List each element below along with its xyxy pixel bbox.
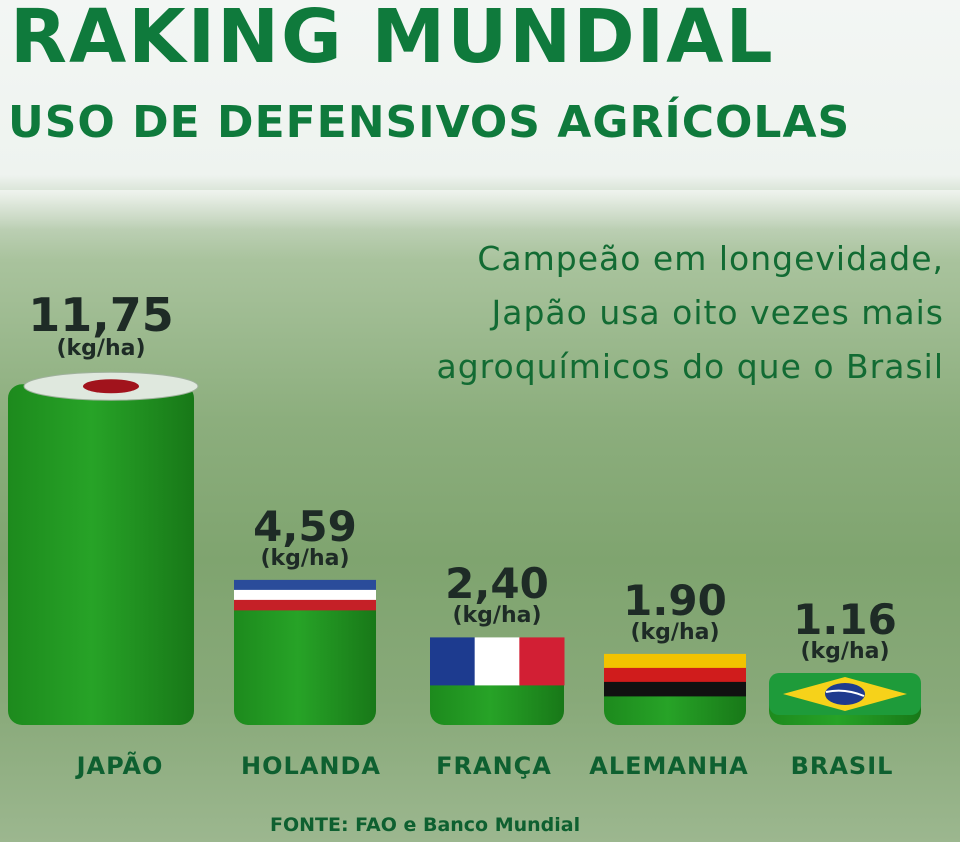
category-label: ALEMANHA [589, 752, 749, 780]
france-flag-icon [430, 637, 565, 686]
category-label: JAPÃO [76, 752, 164, 780]
japan-flag-icon [23, 371, 199, 401]
unit-label: (kg/ha) [452, 603, 542, 629]
value-label: 11,75 [28, 288, 174, 343]
brazil-flag-icon [769, 673, 921, 715]
category-label: HOLANDA [241, 752, 381, 780]
annotation-line: agroquímicos do que o Brasil [436, 347, 944, 386]
value-label: 1.16 [793, 595, 897, 644]
unit-label: (kg/ha) [800, 639, 890, 664]
annotation-line: Japão usa oito vezes mais [491, 293, 944, 332]
source-note: FONTE: FAO e Banco Mundial [270, 814, 581, 836]
value-label: 4,59 [253, 501, 357, 551]
annotation-line: Campeão em longevidade, [477, 239, 944, 278]
value-label: 1.90 [623, 575, 727, 625]
category-label: FRANÇA [436, 752, 552, 780]
category-label: BRASIL [790, 752, 894, 780]
value-label: 2,40 [445, 559, 549, 609]
field-background [0, 190, 960, 230]
annotation-text: Campeão em longevidade, Japão usa oito v… [304, 232, 944, 394]
page-title: RAKING MUNDIAL [10, 0, 775, 80]
germany-flag-icon [604, 653, 746, 697]
netherlands-flag-icon [234, 579, 376, 611]
unit-label: (kg/ha) [630, 619, 720, 645]
bar-1 [234, 591, 376, 725]
unit-label: (kg/ha) [260, 545, 350, 571]
unit-label: (kg/ha) [56, 336, 146, 362]
page-subtitle: USO DE DEFENSIVOS AGRÍCOLAS [8, 97, 851, 148]
bar-0 [8, 384, 194, 725]
